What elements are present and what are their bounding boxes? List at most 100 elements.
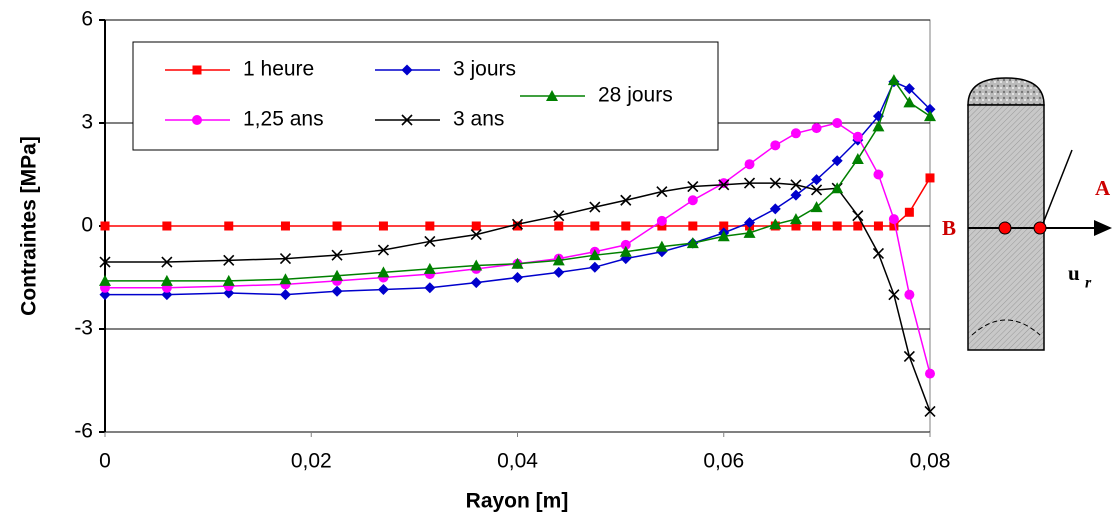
marker	[331, 285, 343, 297]
marker	[511, 257, 524, 269]
marker	[553, 266, 565, 278]
marker	[832, 118, 843, 128]
y-tick-label: -3	[74, 317, 93, 340]
series-line	[105, 122, 931, 374]
marker	[686, 237, 699, 249]
legend-label: 3 jours	[453, 58, 516, 81]
marker	[620, 194, 632, 206]
marker	[513, 221, 522, 231]
marker	[377, 284, 389, 296]
x-tick-label: 0,08	[910, 450, 951, 473]
marker	[831, 155, 843, 167]
y-tick-label: 3	[81, 111, 93, 134]
marker	[718, 179, 730, 191]
marker	[192, 65, 202, 75]
series-line	[105, 177, 931, 227]
marker	[589, 201, 601, 213]
marker	[471, 221, 481, 231]
marker	[903, 350, 915, 363]
vector-subscript: r	[1085, 275, 1092, 292]
marker	[588, 249, 601, 261]
marker	[924, 110, 936, 122]
marker	[589, 261, 601, 273]
marker	[279, 289, 291, 301]
marker	[425, 221, 435, 231]
marker	[100, 221, 110, 231]
x-tick-label: 0,04	[497, 450, 538, 473]
marker	[470, 229, 482, 241]
marker	[378, 221, 388, 231]
label-a: A	[1095, 176, 1111, 200]
marker	[888, 289, 900, 301]
marker	[872, 247, 885, 260]
marker	[590, 221, 600, 231]
series	[100, 118, 935, 379]
marker	[656, 215, 667, 226]
x-axis-title: Rayon [m]	[466, 490, 569, 513]
marker	[552, 254, 565, 266]
marker	[924, 405, 936, 417]
point-b	[998, 221, 1012, 235]
marker	[925, 368, 935, 379]
diagram: A B u r	[942, 77, 1112, 351]
marker	[656, 186, 668, 198]
marker	[401, 114, 413, 126]
marker	[162, 221, 172, 231]
marker	[904, 207, 914, 217]
marker	[687, 195, 698, 206]
marker	[790, 179, 802, 191]
dashed-arc	[971, 319, 1041, 336]
marker	[223, 254, 235, 266]
marker	[718, 178, 729, 189]
marker	[423, 262, 436, 274]
marker	[925, 173, 935, 183]
marker	[401, 64, 413, 76]
marker	[192, 115, 202, 125]
y-tick-label: 6	[81, 8, 93, 31]
marker	[810, 201, 823, 213]
marker	[222, 274, 235, 286]
marker	[789, 213, 802, 225]
marker	[717, 230, 730, 242]
marker	[331, 269, 344, 281]
marker	[770, 140, 781, 151]
marker	[99, 256, 111, 268]
marker	[511, 218, 524, 230]
marker	[811, 123, 822, 134]
marker	[743, 177, 756, 189]
marker	[279, 273, 292, 285]
legend-label: 1 heure	[243, 58, 314, 81]
point-a	[1033, 221, 1047, 235]
marker	[224, 221, 234, 231]
marker	[688, 221, 698, 231]
marker	[554, 221, 564, 231]
marker	[852, 131, 863, 142]
marker	[512, 272, 523, 283]
series	[99, 74, 936, 286]
marker	[872, 120, 885, 132]
marker	[744, 217, 756, 229]
marker	[851, 153, 864, 165]
pointer	[1041, 149, 1073, 227]
x-tick-label: 0,02	[291, 450, 332, 473]
marker	[553, 210, 565, 222]
y-tick-label: -6	[74, 420, 93, 443]
marker	[377, 244, 390, 256]
marker	[470, 259, 483, 271]
legend-box	[132, 41, 719, 151]
cap	[967, 77, 1045, 106]
marker	[743, 226, 756, 238]
marker	[924, 103, 936, 115]
marker	[744, 159, 755, 170]
marker	[99, 274, 111, 286]
marker	[812, 221, 822, 231]
marker	[790, 189, 802, 201]
marker	[546, 90, 558, 101]
y-tick-label: 0	[81, 214, 93, 237]
marker	[279, 253, 292, 265]
marker	[887, 74, 900, 86]
vector-label: u	[1068, 261, 1080, 285]
marker	[853, 221, 863, 231]
marker	[280, 221, 290, 231]
